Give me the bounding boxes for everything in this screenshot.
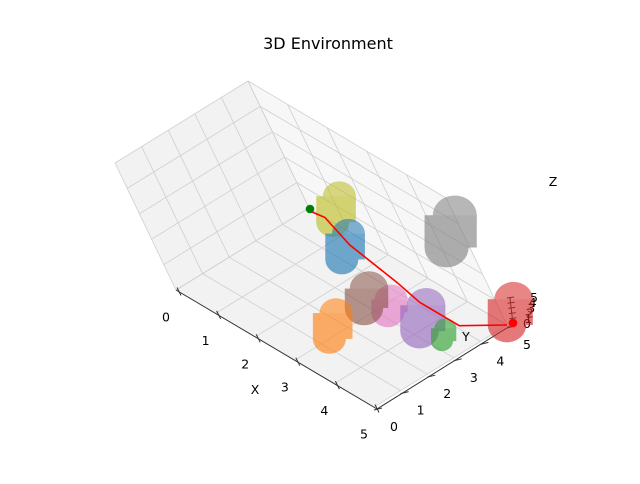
x-tick-0: [176, 287, 182, 296]
chart-title: 3D Environment: [263, 34, 393, 53]
x-tick-1: [216, 310, 222, 320]
back-wall-grid-x-3: [366, 151, 429, 279]
cylinder-gray-bottom: [424, 227, 469, 268]
left-wall-grid-y-3: [194, 113, 257, 241]
y-tick-1: [400, 391, 409, 395]
cylinder-brown: [344, 271, 389, 326]
back-wall-grid-z-4: [259, 106, 459, 224]
left-wall-grid-y-4: [221, 97, 283, 225]
cylinder-gray-top: [432, 195, 477, 236]
back-wall-grid-x-2: [326, 127, 389, 255]
cylinder-blue-bottom: [325, 244, 359, 275]
cylinder-gray: [424, 195, 477, 268]
x-tick-label-1: 1: [202, 333, 210, 348]
x-tick-label-2: 2: [241, 356, 249, 371]
x-tick-label-4: 4: [320, 403, 328, 418]
x-tick-4: [334, 380, 340, 390]
x-tick-label-0: 0: [162, 310, 170, 325]
x-tick-label-3: 3: [281, 380, 289, 395]
left-wall-grid-z-4: [126, 106, 261, 189]
floor-grid-x-2: [254, 254, 389, 338]
z-axis-label: Z: [549, 174, 558, 189]
cylinder-olive: [316, 181, 356, 237]
y-tick-label-5: 5: [523, 337, 531, 352]
y-tick-0: [373, 407, 383, 411]
y-tick-3: [453, 358, 462, 362]
back-wall-grid-z-5: [247, 80, 447, 199]
y-tick-label-2: 2: [443, 386, 451, 401]
cylinder-olive-top: [322, 181, 356, 212]
left-wall-grid-z-5: [114, 80, 249, 164]
cylinder-brown-top: [349, 271, 389, 306]
y-axis-label: Y: [461, 329, 470, 344]
cylinder-purple: [400, 287, 446, 349]
y-tick-4: [480, 341, 489, 345]
floor-grid-x-5: [373, 324, 508, 408]
cylinder-orange: [312, 298, 353, 354]
y-tick-2: [427, 374, 436, 378]
cylinder-blue: [325, 218, 365, 275]
path-line: [305, 208, 508, 327]
start-marker: [305, 204, 315, 214]
y-axis-line: [376, 325, 511, 410]
cylinder-red: [487, 281, 533, 343]
x-axis-line: [175, 289, 378, 410]
x-axis-label: X: [251, 382, 260, 397]
floor-grid-y-1: [202, 273, 401, 391]
x-tick-3: [295, 357, 301, 366]
y-tick-label-1: 1: [417, 403, 425, 418]
left-wall-grid-z-3: [139, 131, 273, 215]
cylinder-purple-bottom: [400, 313, 439, 349]
y-tick-label-3: 3: [470, 370, 478, 385]
left-wall-grid-y-2: [167, 130, 230, 258]
x-tick-label-5: 5: [360, 427, 368, 442]
cylinder-blue-top: [331, 218, 365, 249]
x-tick-5: [374, 404, 380, 413]
goal-marker: [508, 318, 518, 328]
left-wall-grid-z-0: [175, 207, 310, 291]
left-wall-grid-y-5: [247, 80, 310, 209]
left-wall-grid-y-1: [141, 146, 203, 274]
cylinder-green-top: [434, 318, 457, 339]
y-tick-label-4: 4: [496, 353, 504, 368]
y-tick-label-0: 0: [390, 419, 398, 434]
x-tick-2: [255, 334, 261, 343]
cylinder-orange-bottom: [312, 324, 346, 354]
scene-objects: [305, 181, 533, 354]
left-wall-grid-z-1: [163, 182, 298, 265]
cylinder-green: [430, 318, 457, 352]
cylinder-red-top: [494, 281, 533, 317]
left-wall-grid-z-2: [151, 156, 285, 240]
z-tick-label-5: 5: [530, 290, 538, 305]
cylinder-orange-top: [319, 298, 353, 328]
left-wall-grid-y-0: [114, 162, 177, 291]
